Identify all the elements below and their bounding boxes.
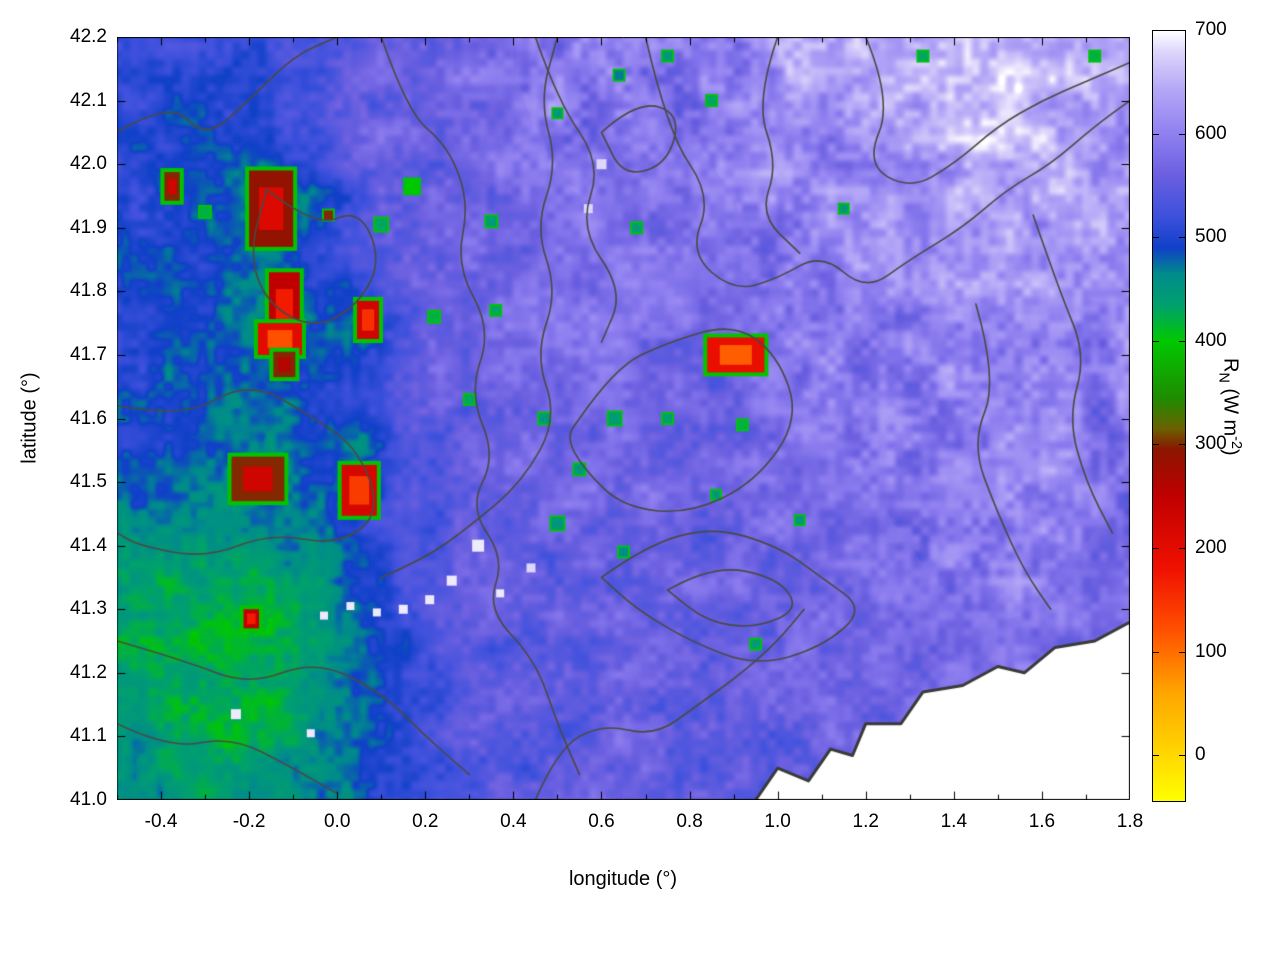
colorbar-tick-mark [1153, 652, 1159, 653]
y-tick-label: 41.0 [70, 789, 107, 810]
colorbar-tick-mark [1153, 548, 1159, 549]
colorbar-label-base: R [1219, 358, 1242, 373]
y-tick-label: 41.7 [70, 343, 107, 365]
colorbar-label-sub: N [1215, 372, 1232, 383]
colorbar-label: RN (W m-2) [1215, 358, 1244, 456]
colorbar-tick-mark [1179, 30, 1185, 31]
colorbar-tick-mark [1179, 652, 1185, 653]
colorbar-tick-mark [1179, 548, 1185, 549]
colorbar-tick-mark [1153, 237, 1159, 238]
colorbar-tick-label: 500 [1195, 226, 1227, 248]
colorbar-tick-mark [1179, 237, 1185, 238]
x-tick-label: 1.8 [1116, 811, 1144, 832]
colorbar-tick-label: 400 [1195, 329, 1227, 351]
x-tick-label: -0.4 [144, 811, 178, 832]
y-tick-label: 41.4 [70, 534, 107, 556]
x-tick-label: 1.4 [940, 811, 968, 832]
colorbar-label-mid: (W m [1219, 382, 1242, 437]
x-tick-label: 0.4 [500, 811, 527, 832]
x-tick-label: -0.2 [232, 811, 266, 832]
colorbar-tick-label: 0 [1195, 744, 1206, 766]
x-tick-label: 1.2 [852, 811, 879, 832]
x-tick-label: 0.6 [588, 811, 615, 832]
x-tick-label: 0.2 [412, 811, 439, 832]
y-tick-label: 41.2 [70, 661, 107, 683]
y-tick-label: 42.2 [70, 26, 107, 47]
y-tick-label: 41.9 [70, 216, 107, 238]
colorbar-tick-mark [1153, 341, 1159, 342]
x-axis-label: longitude (°) [568, 868, 678, 890]
y-tick-label: 41.3 [70, 598, 107, 620]
y-tick-label: 42.0 [70, 153, 107, 175]
colorbar-tick-mark [1153, 134, 1159, 135]
colorbar-label-sup: -2 [1228, 436, 1244, 449]
y-tick-label: 41.8 [70, 280, 107, 302]
colorbar-label-end: ) [1219, 448, 1242, 456]
colorbar-gradient [1152, 30, 1186, 802]
y-tick-label: 41.5 [70, 471, 107, 493]
colorbar-tick-mark [1179, 755, 1185, 756]
colorbar-tick-label: 700 [1195, 19, 1227, 40]
x-tick-label: 1.0 [764, 811, 791, 832]
colorbar-tick-mark [1153, 444, 1159, 445]
y-tick-label: 41.6 [70, 407, 107, 429]
colorbar-tick-label: 300 [1195, 433, 1227, 455]
heatmap-canvas [117, 37, 1130, 800]
colorbar-tick-mark [1179, 134, 1185, 135]
colorbar-tick-mark [1153, 755, 1159, 756]
colorbar-tick-label: 100 [1195, 640, 1227, 662]
colorbar-tick-mark [1179, 341, 1185, 342]
y-tick-label: 41.1 [70, 725, 107, 747]
colorbar-tick-label: 200 [1195, 537, 1227, 559]
x-tick-label: 1.6 [1028, 811, 1056, 832]
y-axis-label: latitude (°) [18, 372, 41, 464]
y-tick-label: 42.1 [70, 89, 107, 111]
x-tick-label: 0.8 [676, 811, 703, 832]
colorbar-tick-mark [1153, 30, 1159, 31]
colorbar-tick-mark [1179, 444, 1185, 445]
colorbar-tick-label: 600 [1195, 122, 1227, 144]
x-tick-label: 0.0 [323, 811, 351, 832]
